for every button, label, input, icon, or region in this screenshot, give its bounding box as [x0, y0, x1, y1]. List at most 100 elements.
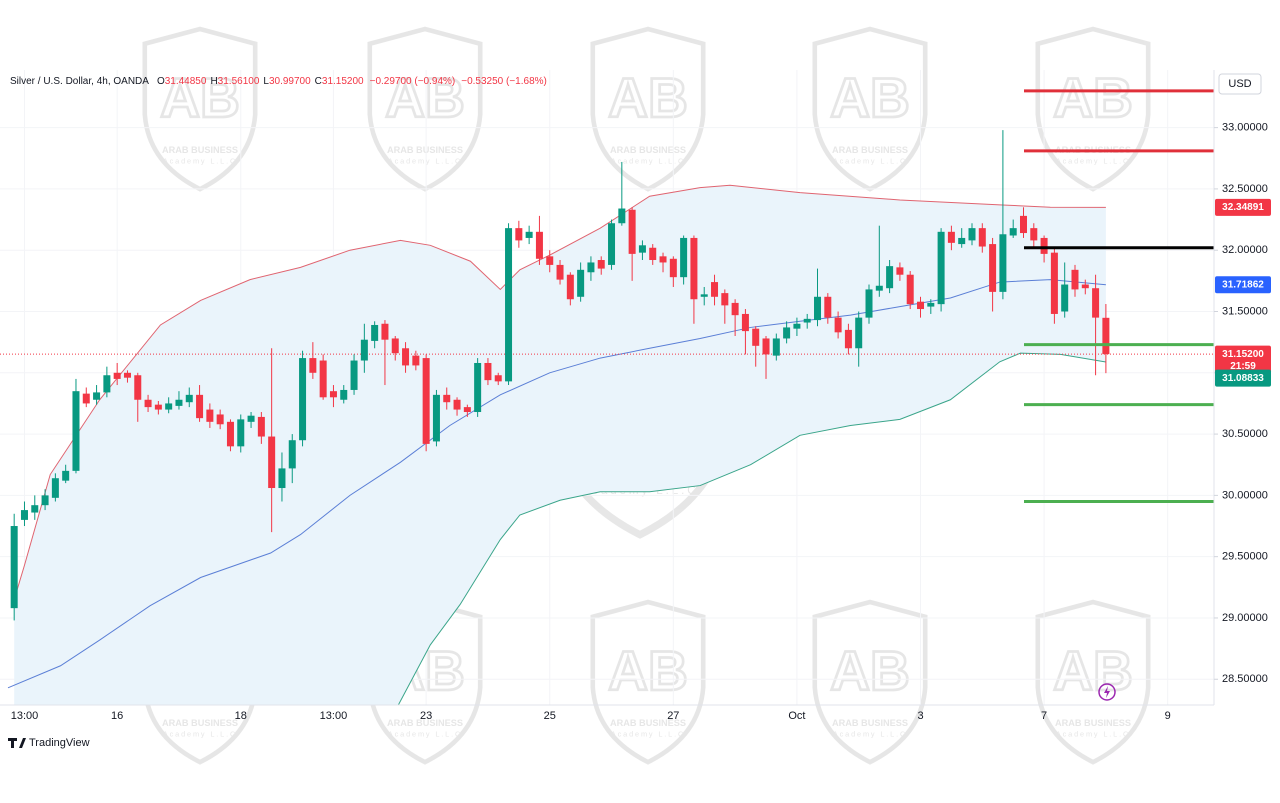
watermark-sub: Academy L.L.C — [388, 156, 462, 165]
watermark-logo: AB — [830, 67, 910, 129]
header-item: Silver / U.S. Dollar, 4h, OANDA — [10, 76, 149, 87]
y-tick-label: 32.50000 — [1222, 183, 1268, 195]
candle-body — [371, 324, 379, 341]
header-item: L — [263, 76, 269, 87]
x-tick-label: 13:00 — [320, 710, 348, 722]
x-tick-label: Oct — [788, 710, 805, 722]
header-item: −0.29700 (−0.94%) — [370, 76, 456, 87]
candle-body — [443, 394, 451, 403]
candle-body — [381, 323, 389, 340]
candle-body — [844, 329, 852, 349]
watermark-name: ARAB BUSINESS — [1055, 718, 1131, 728]
candle-body — [494, 375, 502, 382]
band-label-box — [1215, 198, 1271, 216]
candle-body — [463, 407, 471, 413]
watermark-shield — [367, 599, 483, 765]
candle-body — [556, 264, 564, 280]
candle-body — [391, 338, 399, 354]
header-item: 31.44850 — [165, 76, 207, 87]
candle-body — [1102, 317, 1110, 355]
watermark-name: ARAB BUSINESS — [832, 145, 908, 155]
alert-icon — [1098, 683, 1116, 701]
candle-body — [31, 505, 39, 513]
candle-body — [154, 404, 162, 410]
watermark-logo: AB — [608, 640, 688, 702]
candle-body — [731, 302, 739, 316]
branding: TradingView — [8, 737, 90, 749]
band-label-text: 31.08833 — [1222, 373, 1264, 384]
last-price-text: 31.15200 — [1222, 349, 1264, 360]
candle-body — [886, 266, 894, 289]
alert-bolt — [1104, 686, 1110, 698]
watermark-sub: Academy L.L.C — [388, 729, 462, 738]
header-item: O — [157, 76, 165, 87]
alert-circle — [1098, 683, 1116, 701]
candle-body — [546, 256, 554, 265]
last-price-text: 21:59 — [1230, 361, 1256, 372]
candle-body — [793, 323, 801, 329]
watermark-logo: AB — [608, 67, 688, 129]
x-tick-label: 23 — [420, 710, 432, 722]
watermark-sub: Academy L.L.C — [611, 729, 685, 738]
band-label-text: 32.34891 — [1222, 202, 1264, 213]
candle-body — [216, 414, 224, 425]
candle-body — [968, 228, 976, 241]
y-tick-label: 32.00000 — [1222, 244, 1268, 256]
candle-body — [917, 301, 925, 310]
candle-body — [20, 510, 28, 520]
y-tick-label: 28.50000 — [1222, 673, 1268, 685]
candle-body — [525, 231, 533, 238]
band-fill — [14, 185, 1106, 705]
watermark-shield — [812, 599, 928, 765]
y-tick-label: 30.50000 — [1222, 428, 1268, 440]
watermark-name: ARAB BUSINESS — [610, 145, 686, 155]
candle-body — [865, 289, 873, 318]
header-item: H — [210, 76, 217, 87]
header-item: C — [315, 76, 322, 87]
candle-body — [1030, 228, 1038, 241]
candle-body — [824, 296, 832, 318]
candle-body — [299, 358, 307, 441]
candle-body — [947, 231, 955, 243]
watermark-sub: Academy L.L.C — [1056, 156, 1130, 165]
candle-body — [288, 440, 296, 469]
candle-body — [453, 399, 461, 410]
candle-body — [783, 327, 791, 339]
candle-body — [257, 416, 265, 437]
currency-box — [1218, 73, 1262, 95]
axes: 28.50000 29.00000 29.50000 30.00000 30.50000… — [11, 122, 1271, 722]
candle-body — [937, 231, 945, 305]
candle-body — [175, 399, 183, 406]
candle-body — [484, 362, 492, 381]
y-tick-label: 29.00000 — [1222, 612, 1268, 624]
header-item: 31.15200 — [322, 76, 364, 87]
header: Silver / U.S. Dollar, 4h, OANDA O31.44850… — [10, 76, 547, 87]
watermark-name: ARAB BUSINESS — [387, 145, 463, 155]
candle-body — [72, 391, 80, 471]
candle-body — [958, 237, 966, 245]
candle-body — [608, 223, 616, 265]
watermark-logo: AB — [830, 640, 910, 702]
candle-body — [41, 495, 49, 506]
candle-body — [587, 262, 595, 273]
candle-body — [834, 317, 842, 333]
x-tick-label: 13:00 — [11, 710, 39, 722]
candle-body — [669, 258, 677, 278]
candle-body — [906, 274, 914, 305]
candle-body — [350, 360, 358, 390]
watermark-shield — [1035, 599, 1151, 765]
x-tick-label: 7 — [1041, 710, 1047, 722]
candle-body — [247, 415, 255, 422]
watermark-sub: Academy L.L.C — [1056, 729, 1130, 738]
candle-body — [577, 269, 585, 297]
candle-body — [999, 234, 1007, 292]
candle-body — [93, 392, 101, 400]
candle-body — [237, 419, 245, 447]
candle-body — [51, 478, 59, 498]
candle-body — [82, 393, 90, 404]
